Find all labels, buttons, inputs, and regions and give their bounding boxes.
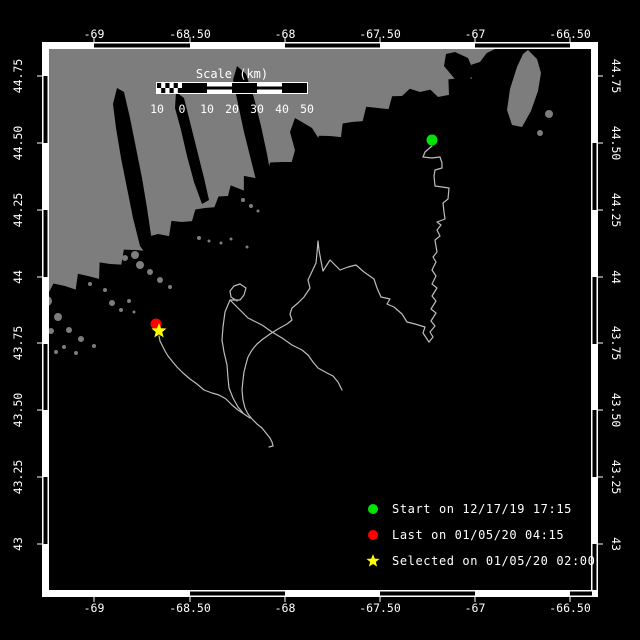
islet bbox=[157, 277, 163, 283]
scale-bar-title: Scale (km) bbox=[196, 67, 268, 81]
island bbox=[507, 50, 541, 127]
land-layer bbox=[49, 49, 553, 355]
lat-label-left: 43.25 bbox=[11, 460, 25, 495]
islet bbox=[256, 209, 260, 213]
lat-label-right: 43 bbox=[609, 537, 623, 551]
track-line bbox=[221, 283, 247, 414]
lat-label-right: 44.25 bbox=[609, 193, 623, 228]
lon-label-bottom: -66.50 bbox=[549, 601, 591, 615]
lon-label-top: -67.50 bbox=[359, 27, 401, 41]
islet bbox=[249, 204, 253, 208]
lon-label-bottom: -68 bbox=[275, 601, 296, 615]
start-marker[interactable] bbox=[426, 134, 438, 146]
track-line bbox=[422, 145, 450, 343]
scale-bar-number: 10 bbox=[150, 102, 164, 116]
islet bbox=[537, 130, 543, 136]
islet bbox=[88, 282, 92, 286]
islet bbox=[78, 336, 84, 342]
legend-label: Last on 01/05/20 04:15 bbox=[392, 528, 564, 542]
bay-inlet bbox=[113, 88, 155, 258]
lat-label-left: 44.25 bbox=[11, 193, 25, 228]
map-frame bbox=[37, 37, 603, 602]
marker-layer[interactable] bbox=[150, 134, 438, 338]
lat-label-right: 43.75 bbox=[609, 326, 623, 361]
lat-label-left: 44.75 bbox=[11, 59, 25, 94]
islet bbox=[147, 269, 153, 275]
islet bbox=[219, 241, 223, 245]
islet bbox=[103, 288, 107, 292]
islet bbox=[197, 236, 201, 240]
islet bbox=[109, 300, 115, 306]
scale-bar-number: 10 bbox=[200, 102, 214, 116]
axis-labels: -69 -69 -68.50 -68.50 -68 -68 -67.50 -67.50 -67 -… bbox=[11, 27, 623, 615]
lon-label-bottom: -67 bbox=[465, 601, 486, 615]
lon-label-top: -69 bbox=[84, 27, 105, 41]
islet bbox=[49, 328, 54, 334]
track-layer bbox=[158, 145, 450, 448]
islet bbox=[136, 261, 144, 269]
scale-bar-number: 0 bbox=[179, 102, 186, 116]
lat-label-right: 44 bbox=[609, 270, 623, 284]
lat-label-right: 43.50 bbox=[609, 393, 623, 428]
scale-bar-number: 20 bbox=[225, 102, 239, 116]
scale-bar-number: 50 bbox=[300, 102, 314, 116]
lon-label-top: -68 bbox=[275, 27, 296, 41]
islet bbox=[54, 313, 62, 321]
lat-label-left: 44.50 bbox=[11, 126, 25, 161]
legend-start-dot-icon bbox=[368, 504, 378, 514]
islet bbox=[122, 255, 128, 261]
islet bbox=[132, 310, 136, 314]
scale-bar: Scale (km) 10 0 10 20 30 40 50 bbox=[150, 67, 314, 116]
legend-label: Selected on 01/05/20 02:00 bbox=[392, 554, 595, 568]
legend: Start on 12/17/19 17:15 Last on 01/05/20 … bbox=[366, 502, 595, 568]
lat-label-left: 43.75 bbox=[11, 326, 25, 361]
islet bbox=[229, 237, 233, 241]
lon-label-top: -68.50 bbox=[169, 27, 211, 41]
bay-inlet bbox=[175, 92, 209, 204]
legend-label: Start on 12/17/19 17:15 bbox=[392, 502, 572, 516]
islet bbox=[168, 285, 172, 289]
frame-band-bottom bbox=[42, 590, 598, 597]
frame-band-left bbox=[42, 42, 49, 597]
lon-label-bottom: -69 bbox=[84, 601, 105, 615]
islet bbox=[66, 327, 72, 333]
islet bbox=[245, 245, 249, 249]
bay-inlet bbox=[233, 66, 274, 206]
lat-label-right: 44.75 bbox=[609, 59, 623, 94]
bay-inlet bbox=[444, 52, 474, 86]
lon-label-top: -66.50 bbox=[549, 27, 591, 41]
selected-marker[interactable] bbox=[151, 323, 167, 338]
lon-label-top: -67 bbox=[465, 27, 486, 41]
legend-selected-star-icon bbox=[366, 554, 380, 567]
islet bbox=[207, 239, 211, 243]
islet bbox=[545, 110, 553, 118]
islet bbox=[131, 251, 139, 259]
track-line bbox=[241, 240, 430, 448]
mainland bbox=[49, 49, 495, 293]
lat-label-left: 43 bbox=[11, 537, 25, 551]
lat-label-right: 43.25 bbox=[609, 460, 623, 495]
islet bbox=[119, 308, 123, 312]
bay-inlet bbox=[290, 118, 349, 226]
lon-label-bottom: -68.50 bbox=[169, 601, 211, 615]
islet bbox=[92, 344, 96, 348]
lat-label-left: 44 bbox=[11, 270, 25, 284]
scale-bar-number: 40 bbox=[275, 102, 289, 116]
islet bbox=[241, 198, 245, 202]
track-line bbox=[158, 335, 251, 419]
lat-label-left: 43.50 bbox=[11, 393, 25, 428]
legend-last-dot-icon bbox=[368, 530, 378, 540]
islet bbox=[127, 299, 131, 303]
lat-label-right: 44.50 bbox=[609, 126, 623, 161]
islet bbox=[49, 296, 52, 306]
islet bbox=[54, 350, 58, 354]
track-line bbox=[229, 299, 343, 391]
lon-label-bottom: -67.50 bbox=[359, 601, 401, 615]
islet bbox=[74, 351, 78, 355]
scale-bar-number: 30 bbox=[250, 102, 264, 116]
islet bbox=[62, 345, 66, 349]
